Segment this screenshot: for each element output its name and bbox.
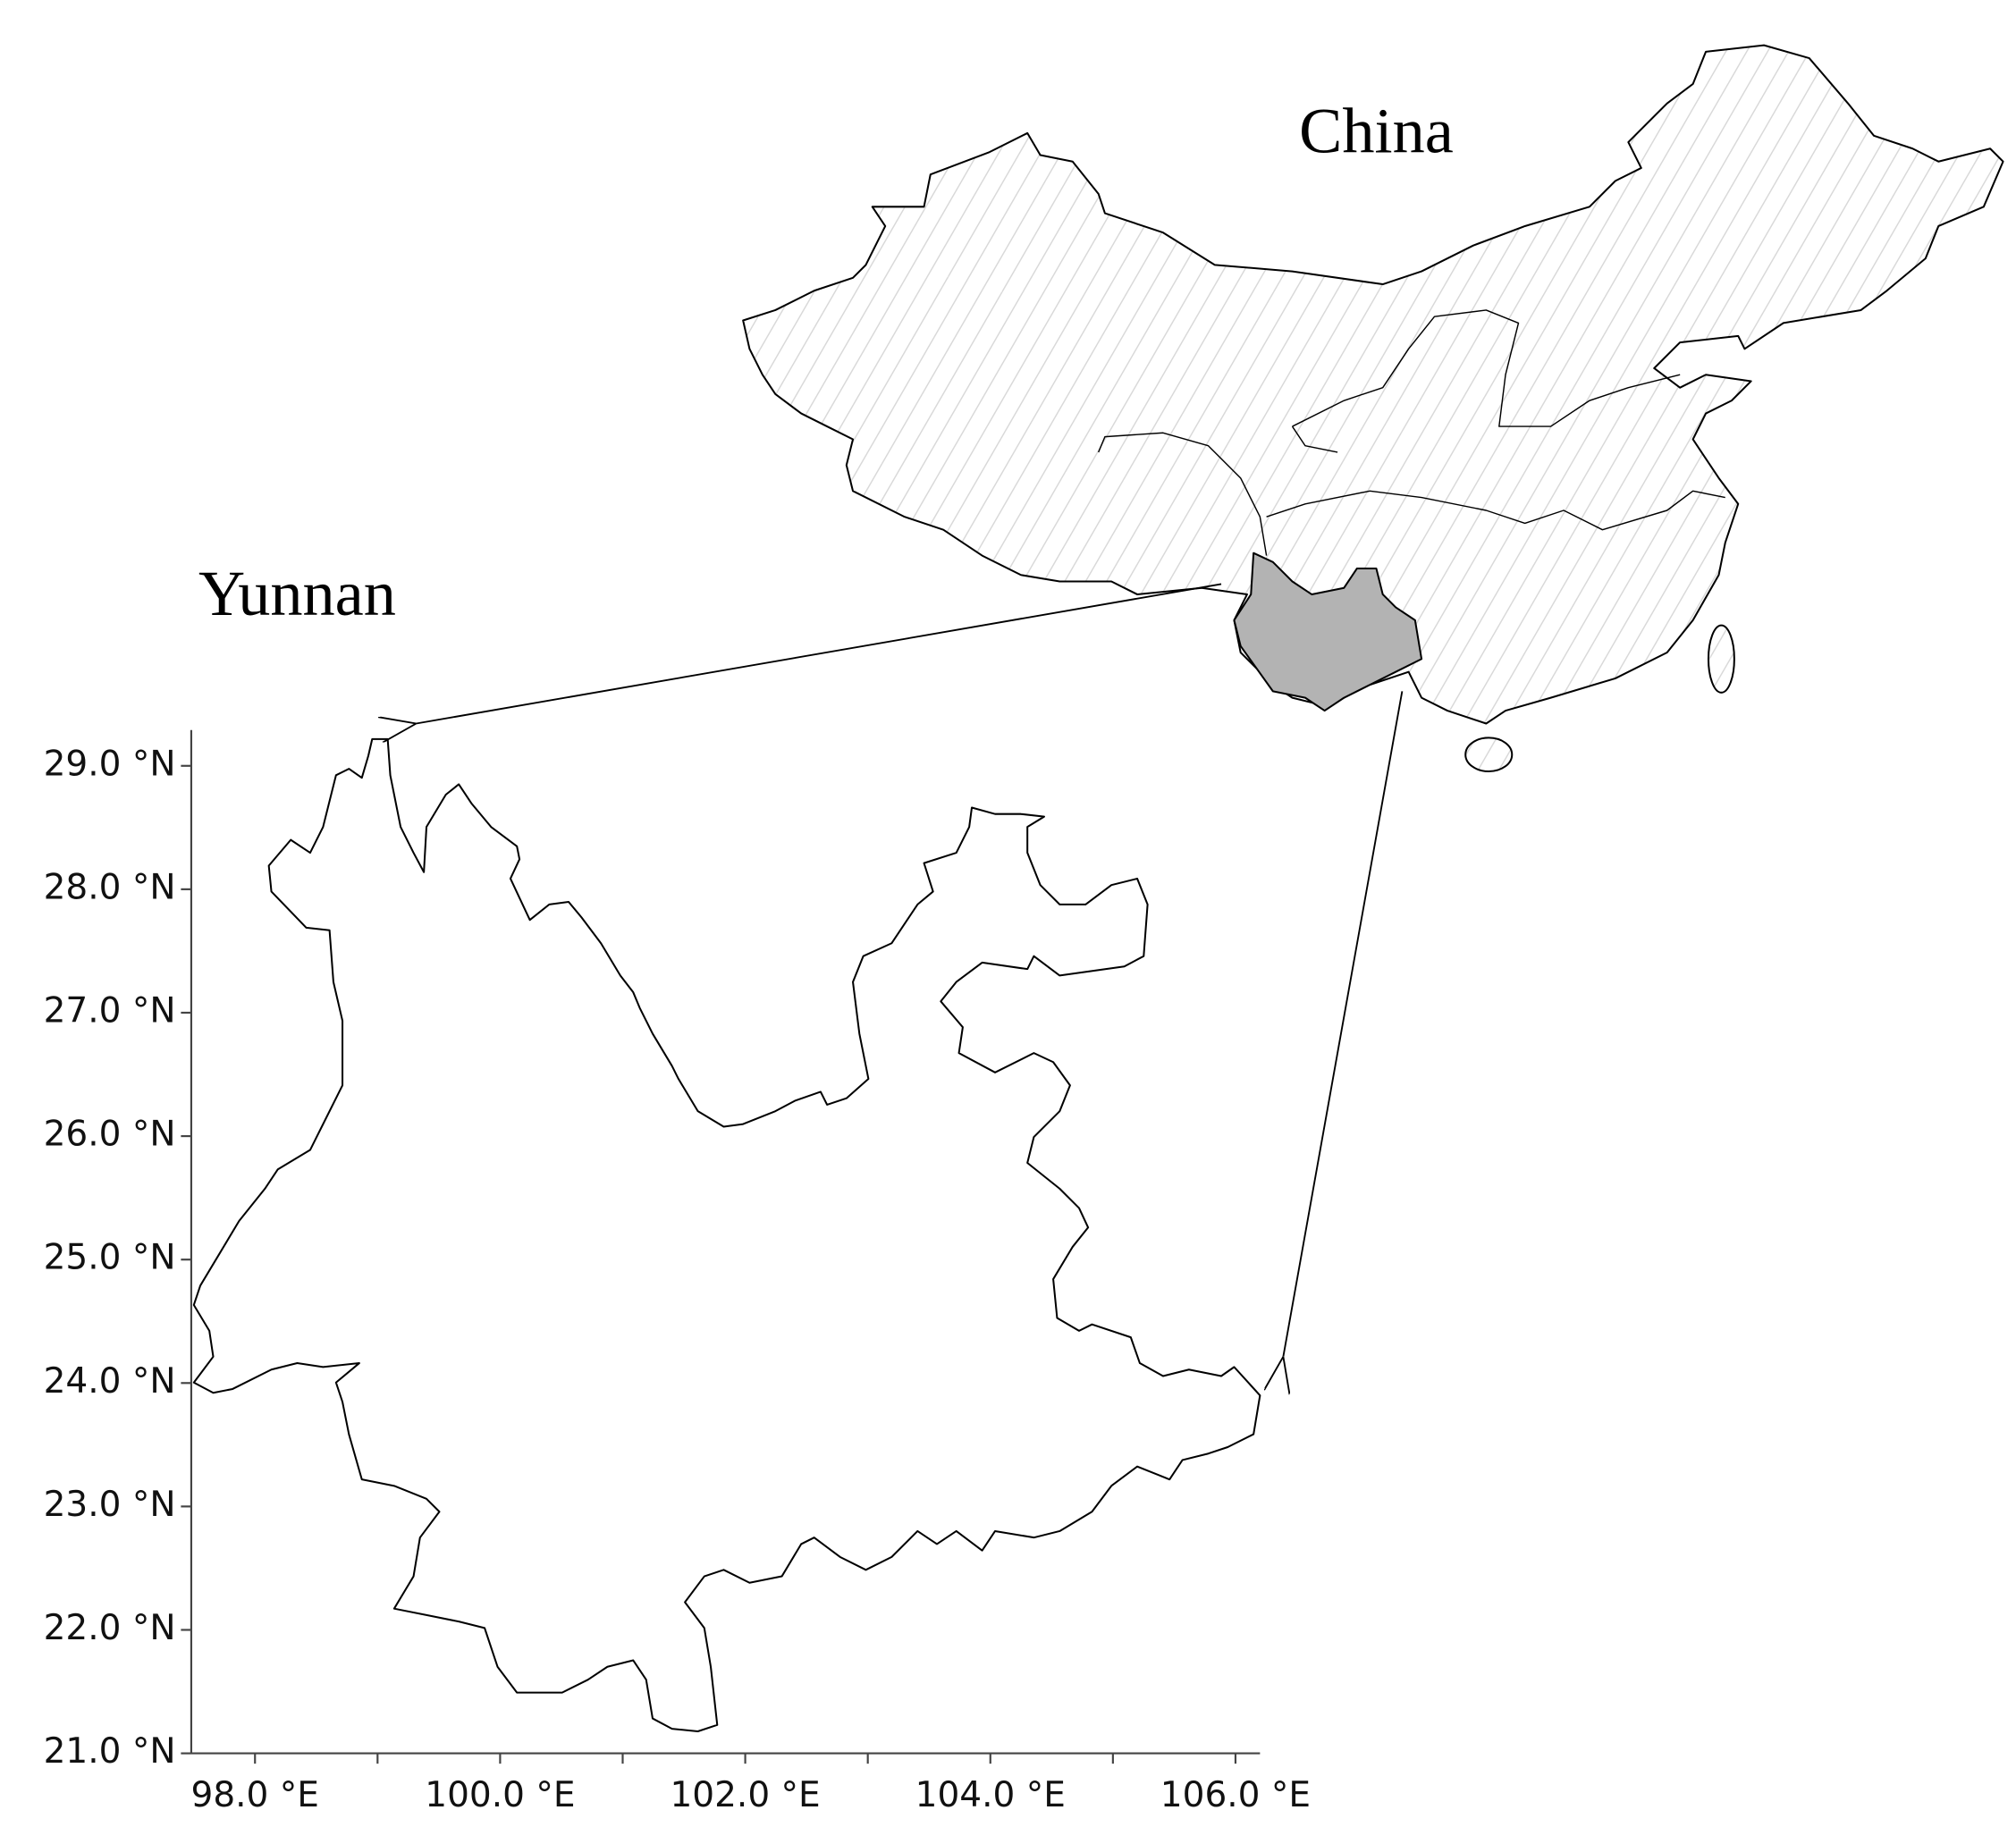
arrow <box>416 583 1222 723</box>
yunnan-highlight <box>1233 551 1423 712</box>
y-tick-label: 29.0 °N <box>44 744 176 784</box>
country-label: China <box>1299 96 1454 167</box>
y-tick-label: 25.0 °N <box>44 1238 176 1278</box>
x-tick-label: 98.0 °E <box>191 1775 319 1815</box>
taiwan-outline <box>1707 624 1735 694</box>
x-tick-label: 104.0 °E <box>915 1775 1066 1815</box>
x-tick-label: 102.0 °E <box>670 1775 820 1815</box>
china-outline <box>742 44 2004 725</box>
y-tick-label: 24.0 °N <box>44 1361 176 1402</box>
y-tick-label: 28.0 °N <box>44 867 176 907</box>
y-tick-label: 22.0 °N <box>44 1608 176 1648</box>
y-tick-label: 27.0 °N <box>44 990 176 1031</box>
x-tick-label: 100.0 °E <box>425 1775 575 1815</box>
province-label: Yunnan <box>198 558 396 629</box>
arrow <box>1283 691 1404 1356</box>
y-tick-label: 21.0 °N <box>44 1731 176 1772</box>
yunnan-outline <box>192 737 1261 1733</box>
y-tick-label: 26.0 °N <box>44 1115 176 1155</box>
hainan-outline <box>1464 737 1514 773</box>
x-tick-label: 106.0 °E <box>1160 1775 1311 1815</box>
y-tick-label: 23.0 °N <box>44 1485 176 1525</box>
china-inner-border <box>1098 309 1725 556</box>
